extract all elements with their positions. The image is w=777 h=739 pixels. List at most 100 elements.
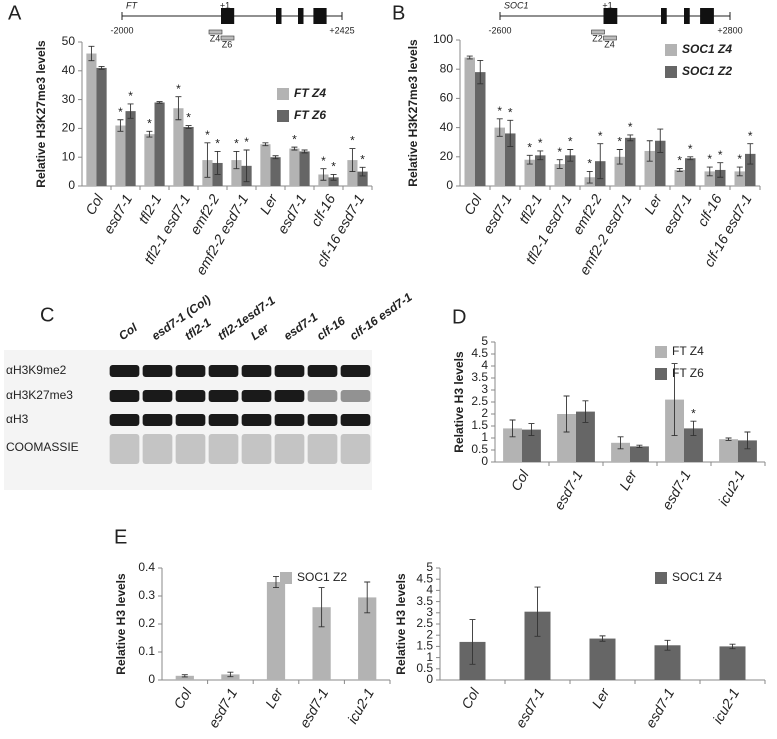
bar (328, 177, 339, 186)
error-bar (318, 587, 325, 628)
y-tick-label: 0 (446, 178, 453, 192)
significance-marker: * (718, 148, 723, 162)
bar (357, 171, 368, 186)
y-tick-label: 5 (481, 334, 488, 348)
bar (614, 156, 625, 186)
exon (276, 8, 282, 24)
significance-marker: * (128, 89, 133, 103)
y-tick-label: 40 (62, 63, 76, 77)
y-tick-label: 2 (481, 406, 488, 420)
significance-marker: * (321, 154, 326, 168)
error-bar (181, 674, 188, 678)
amplicon-label: Z2 (592, 33, 603, 43)
significance-marker: * (244, 135, 249, 149)
bar (494, 127, 505, 186)
legend-label: SOC1 Z4 (682, 42, 732, 56)
exon (298, 8, 304, 24)
blot-band (142, 390, 173, 402)
y-tick-label: 0 (68, 178, 75, 192)
error-bar (359, 166, 366, 177)
bar (86, 53, 97, 186)
error-bar (185, 125, 192, 129)
error-bar (117, 119, 124, 132)
error-bar (617, 436, 624, 450)
blot-band (109, 365, 140, 377)
error-bar (156, 101, 163, 104)
significance-marker: * (691, 406, 696, 420)
bar (260, 144, 271, 186)
significance-marker: * (350, 134, 355, 148)
y-tick-label: 5 (426, 560, 433, 574)
blot-row-label: αH3K9me2 (6, 363, 67, 377)
legend-swatch (277, 88, 289, 100)
error-bar (214, 150, 221, 175)
error-bar (273, 575, 279, 589)
bar (704, 171, 715, 186)
error-bar (272, 155, 279, 160)
error-bar (509, 419, 516, 438)
bar (630, 446, 649, 462)
gene-tss: +1 (220, 0, 230, 10)
significance-marker: * (497, 104, 502, 118)
y-axis-label: Relative H3 levels (452, 351, 466, 453)
blot-band (241, 365, 272, 377)
bar (144, 134, 155, 186)
y-tick-label: 1.5 (416, 639, 433, 653)
error-bar (586, 170, 593, 184)
blot-band (241, 414, 272, 426)
panel-label: A (8, 2, 22, 24)
bar (719, 646, 746, 680)
y-tick-label: 2.5 (471, 394, 488, 408)
bar (475, 72, 486, 186)
significance-marker: * (557, 145, 562, 159)
bar (522, 429, 541, 462)
significance-marker: * (527, 141, 532, 155)
error-bar (262, 142, 269, 147)
legend-swatch (655, 572, 667, 584)
error-bar (717, 162, 724, 178)
significance-marker: * (617, 135, 622, 149)
significance-marker: * (628, 120, 633, 134)
error-bar (320, 168, 327, 181)
blot-band (241, 390, 272, 402)
error-bar (582, 400, 589, 423)
blot-band (109, 414, 140, 426)
gene-end: +2425 (329, 25, 354, 35)
bar (589, 638, 616, 680)
error-bar (690, 420, 697, 437)
y-tick-label: 20 (62, 121, 76, 135)
bar (565, 155, 576, 186)
significance-marker: * (587, 157, 592, 171)
error-bar (528, 423, 535, 437)
significance-marker: * (677, 154, 682, 168)
exon (221, 8, 235, 24)
bar (644, 150, 655, 186)
significance-marker: * (234, 137, 239, 151)
y-tick-label: 60 (440, 91, 454, 105)
error-bar (507, 119, 514, 148)
blot-band (142, 414, 173, 426)
legend-swatch (665, 44, 677, 56)
bar (715, 169, 726, 186)
bar (125, 111, 136, 186)
panel-label: E (114, 526, 127, 548)
amplicon (591, 29, 605, 35)
error-bar (725, 437, 732, 441)
blot-band (241, 434, 272, 464)
significance-marker: * (688, 142, 693, 156)
error-bar (646, 140, 653, 162)
legend-label: SOC1 Z2 (297, 570, 347, 584)
amplicon-label: Z4 (210, 33, 221, 43)
amplicon-label: Z6 (222, 39, 233, 49)
y-tick-label: 1.5 (471, 418, 488, 432)
error-bar (88, 45, 95, 62)
panel-label: C (40, 304, 54, 326)
y-axis-label: Relative H3K27me3 levels (406, 39, 420, 187)
error-bar (496, 118, 503, 137)
blot-band (175, 414, 206, 426)
blot-band (175, 390, 206, 402)
blot-band (142, 365, 173, 377)
y-tick-label: 3 (481, 382, 488, 396)
y-tick-label: 10 (62, 149, 76, 163)
